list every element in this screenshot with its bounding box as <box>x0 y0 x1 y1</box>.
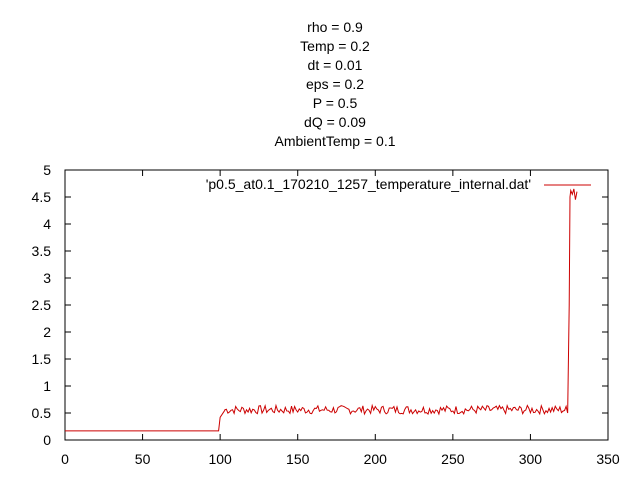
x-tick-label: 200 <box>364 451 388 467</box>
title-line: dt = 0.01 <box>308 57 363 73</box>
y-tick-label: 1 <box>43 378 51 394</box>
series-line <box>65 188 578 432</box>
x-tick-label: 350 <box>596 451 620 467</box>
title-line: P = 0.5 <box>313 95 358 111</box>
title-line: AmbientTemp = 0.1 <box>274 133 395 149</box>
y-tick-label: 2.5 <box>32 297 52 313</box>
x-tick-label: 50 <box>135 451 151 467</box>
chart-title: rho = 0.9 Temp = 0.2 dt = 0.01 eps = 0.2 P =… <box>274 19 395 149</box>
y-tick-label: 5 <box>43 162 51 178</box>
y-tick-label: 3.5 <box>32 243 52 259</box>
y-tick-label: 4.5 <box>32 189 52 205</box>
y-tick-label: 1.5 <box>32 351 52 367</box>
legend: 'p0.5_at0.1_170210_1257_temperature_inte… <box>206 176 591 192</box>
y-axis: 0 0.5 1 1.5 2 2.5 3 3.5 4 4.5 5 <box>32 162 608 448</box>
title-line: rho = 0.9 <box>307 19 363 35</box>
plot-frame <box>64 169 609 441</box>
y-tick-label: 0.5 <box>32 405 52 421</box>
x-tick-label: 250 <box>441 451 465 467</box>
y-tick-label: 2 <box>43 324 51 340</box>
x-axis: 0 50 100 150 200 250 300 350 <box>61 170 620 467</box>
x-tick-label: 100 <box>208 451 232 467</box>
series-group <box>65 188 578 432</box>
x-tick-label: 150 <box>286 451 310 467</box>
title-line: eps = 0.2 <box>306 76 364 92</box>
legend-label: 'p0.5_at0.1_170210_1257_temperature_inte… <box>206 176 531 192</box>
y-tick-label: 4 <box>43 216 51 232</box>
y-tick-label: 3 <box>43 270 51 286</box>
x-tick-label: 300 <box>519 451 543 467</box>
y-tick-label: 0 <box>43 432 51 448</box>
title-line: dQ = 0.09 <box>304 114 366 130</box>
title-line: Temp = 0.2 <box>300 38 370 54</box>
x-tick-label: 0 <box>61 451 69 467</box>
